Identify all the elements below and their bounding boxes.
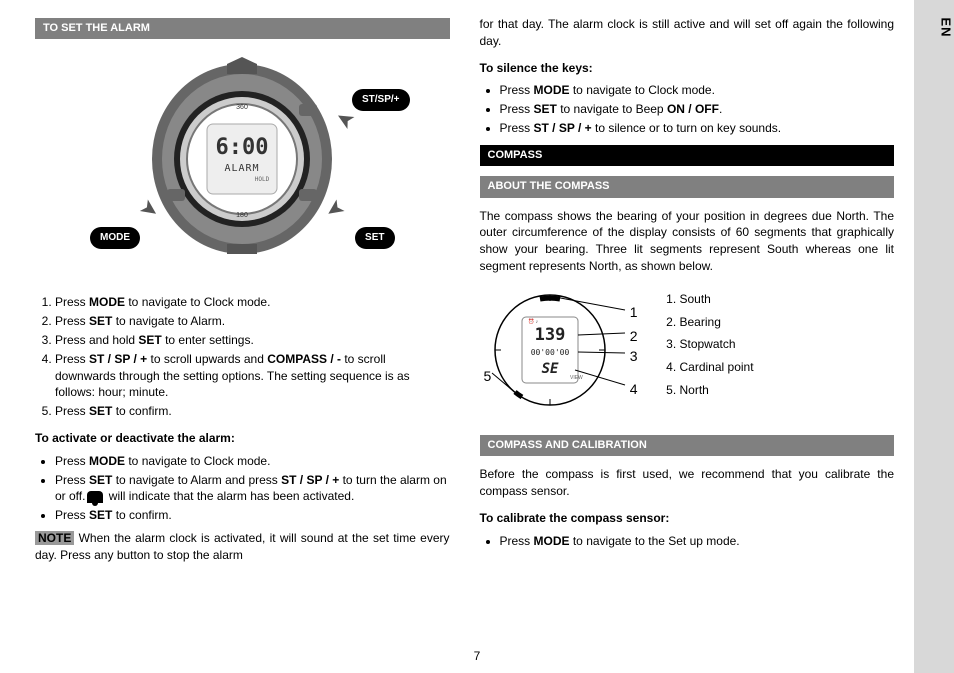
bell-icon	[87, 491, 103, 503]
legend-item: Stopwatch	[680, 336, 895, 353]
list-item: Press SET to navigate to Alarm.	[55, 313, 450, 330]
callout-3: 3	[630, 347, 638, 367]
left-column: TO SET THE ALARM 6:00 ALARM HOLD 360 180	[20, 10, 465, 663]
alarm-steps-list: Press MODE to navigate to Clock mode. Pr…	[55, 294, 450, 420]
svg-text:VIEW: VIEW	[570, 375, 583, 381]
list-item: Press ST / SP / + to silence or to turn …	[500, 120, 895, 137]
page-content: TO SET THE ALARM 6:00 ALARM HOLD 360 180	[0, 0, 954, 673]
language-label: EN	[938, 17, 953, 37]
list-item: Press SET to confirm.	[55, 403, 450, 420]
compass-legend: South Bearing Stopwatch Cardinal point N…	[650, 285, 895, 405]
button-label-set: SET	[355, 227, 394, 249]
language-sidebar: EN	[914, 0, 954, 673]
watch-svg: 6:00 ALARM HOLD 360 180	[132, 49, 352, 269]
display-hold-word: HOLD	[255, 176, 270, 183]
compass-counter-value: 00'00'00	[530, 348, 569, 357]
watch-illustration: 6:00 ALARM HOLD 360 180 ST/SP/+ MODE SET…	[35, 49, 450, 279]
legend-item: Cardinal point	[680, 359, 895, 376]
compass-figure-row: ⏰ ♪ 139 00'00'00 SE VIEW 1 2 3 4 5	[480, 285, 895, 425]
section-heading-calibration: COMPASS AND CALIBRATION	[480, 435, 895, 456]
note-paragraph: NOTE When the alarm clock is activated, …	[35, 530, 450, 564]
page-number: 7	[474, 649, 481, 663]
activate-heading: To activate or deactivate the alarm:	[35, 430, 450, 447]
silence-heading: To silence the keys:	[480, 60, 895, 77]
right-column: for that day. The alarm clock is still a…	[465, 10, 935, 663]
list-item: Press MODE to navigate to Clock mode.	[55, 294, 450, 311]
section-heading-compass: COMPASS	[480, 145, 895, 166]
list-item: Press MODE to navigate to Clock mode.	[500, 82, 895, 99]
compass-svg: ⏰ ♪ 139 00'00'00 SE VIEW	[480, 285, 650, 425]
display-time: 6:00	[216, 135, 269, 160]
legend-item: Bearing	[680, 314, 895, 331]
list-item: Press ST / SP / + to scroll upwards and …	[55, 351, 450, 401]
legend-item: South	[680, 291, 895, 308]
callout-1: 1	[630, 303, 638, 323]
compass-bearing-value: 139	[534, 325, 565, 345]
legend-item: North	[680, 382, 895, 399]
note-label: NOTE	[35, 531, 74, 545]
svg-text:360: 360	[236, 104, 248, 111]
list-item: Press SET to confirm.	[55, 507, 450, 524]
calibration-text: Before the compass is first used, we rec…	[480, 466, 895, 500]
section-heading-about-compass: ABOUT THE COMPASS	[480, 176, 895, 197]
button-label-mode: MODE	[90, 227, 140, 249]
list-item: Press SET to navigate to Alarm and press…	[55, 472, 450, 506]
callout-5: 5	[484, 367, 492, 387]
button-label-stsp: ST/SP/+	[352, 89, 410, 111]
display-alarm-word: ALARM	[225, 163, 260, 174]
calibrate-heading: To calibrate the compass sensor:	[480, 510, 895, 527]
continuation-text: for that day. The alarm clock is still a…	[480, 16, 895, 50]
silence-list: Press MODE to navigate to Clock mode. Pr…	[500, 82, 895, 136]
activate-list: Press MODE to navigate to Clock mode. Pr…	[55, 453, 450, 524]
compass-cardinal-value: SE	[541, 361, 558, 377]
list-item: Press and hold SET to enter settings.	[55, 332, 450, 349]
calibrate-list: Press MODE to navigate to the Set up mod…	[500, 533, 895, 550]
callout-2: 2	[630, 327, 638, 347]
list-item: Press MODE to navigate to the Set up mod…	[500, 533, 895, 550]
compass-diagram: ⏰ ♪ 139 00'00'00 SE VIEW 1 2 3 4 5	[480, 285, 650, 425]
list-item: Press SET to navigate to Beep ON / OFF.	[500, 101, 895, 118]
svg-text:⏰ ♪: ⏰ ♪	[528, 318, 539, 325]
section-heading-alarm: TO SET THE ALARM	[35, 18, 450, 39]
svg-text:180: 180	[236, 212, 248, 219]
about-compass-text: The compass shows the bearing of your po…	[480, 208, 895, 275]
callout-4: 4	[630, 380, 638, 400]
list-item: Press MODE to navigate to Clock mode.	[55, 453, 450, 470]
